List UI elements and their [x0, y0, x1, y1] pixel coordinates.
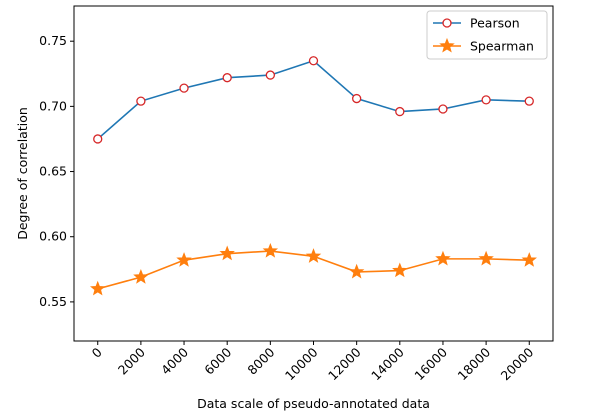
y-tick-label: 0.55 [39, 294, 67, 309]
series-spearman [90, 242, 537, 296]
data-point [521, 252, 537, 267]
y-axis-label: Degree of correlation [15, 107, 30, 240]
x-tick-label: 8000 [244, 344, 277, 377]
x-tick-label: 4000 [158, 344, 191, 377]
data-point [262, 242, 279, 258]
x-tick-label: 2000 [115, 344, 148, 377]
data-point [222, 73, 232, 83]
data-point [524, 96, 534, 106]
data-point [176, 252, 192, 267]
x-tick-label: 20000 [498, 344, 537, 383]
data-point [392, 262, 408, 278]
legend-marker [439, 37, 455, 53]
data-point [438, 104, 448, 114]
legend-label: Spearman [470, 39, 534, 54]
x-tick-label: 10000 [282, 344, 321, 383]
legend-label: Pearson [470, 16, 520, 31]
data-point [93, 134, 103, 144]
y-tick-label: 0.70 [39, 98, 67, 113]
x-tick-label: 0 [89, 344, 105, 360]
data-point [348, 263, 365, 279]
y-tick-label: 0.65 [39, 164, 67, 179]
data-point [179, 83, 189, 93]
data-point [481, 95, 491, 105]
x-tick-label: 6000 [201, 344, 234, 377]
data-point [352, 93, 362, 104]
x-tick-label: 16000 [411, 344, 450, 383]
data-point [435, 250, 451, 266]
data-point [308, 56, 319, 66]
data-point [265, 70, 275, 80]
data-point [90, 280, 106, 296]
data-point [219, 245, 235, 261]
legend: Pearson Spearman [426, 10, 548, 60]
y-tick-label: 0.60 [39, 229, 67, 244]
data-point [305, 248, 322, 263]
data-point [395, 106, 405, 117]
x-axis-label: Data scale of pseudo-annotated data [197, 396, 430, 411]
data-point [478, 250, 494, 266]
data-point [133, 269, 149, 284]
x-tick-label: 14000 [368, 344, 407, 383]
series-pearson [93, 56, 534, 144]
legend-marker [442, 18, 452, 28]
series-line [97, 59, 530, 140]
x-tick-label: 18000 [455, 344, 494, 383]
x-tick-label: 12000 [325, 344, 364, 383]
data-point [136, 96, 146, 106]
y-tick-label: 0.75 [39, 33, 67, 48]
